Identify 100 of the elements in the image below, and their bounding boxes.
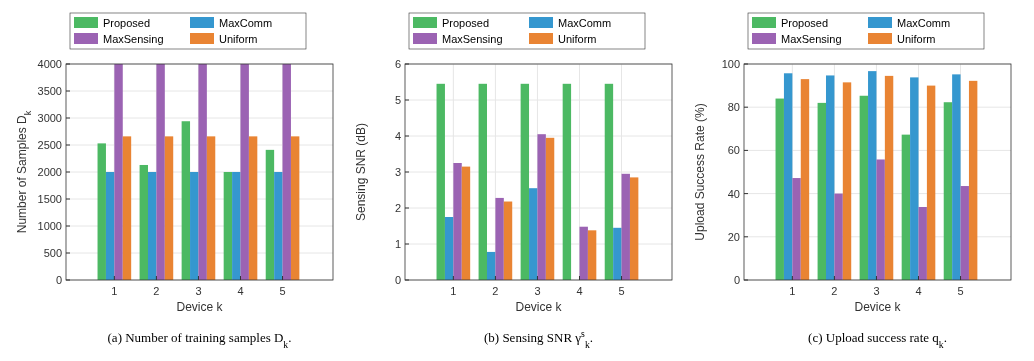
bar [859,95,869,280]
y-tick-label: 1500 [37,193,62,205]
legend-label: Uniform [558,33,597,45]
y-tick-label: 2000 [37,166,62,178]
bar [842,82,852,280]
bar [621,173,630,280]
x-tick-label: 1 [450,285,457,297]
bar [792,178,801,280]
bar [240,64,249,280]
legend-label: Proposed [103,17,151,29]
bar [817,102,826,280]
bar [495,197,504,280]
bar [520,83,530,280]
y-tick-label: 60 [727,144,740,157]
legend-label: Proposed [781,17,829,29]
x-tick-label: 4 [915,285,922,297]
bar [190,172,199,280]
legend-label: MaxSensing [103,33,164,45]
bar [775,98,784,280]
y-tick-label: 4000 [37,58,62,70]
legend-label: MaxComm [219,17,273,29]
bar [562,83,572,280]
bar [290,136,300,280]
bar [545,137,555,280]
legend-label: MaxComm [897,17,951,29]
bar [960,186,969,280]
x-tick-label: 2 [831,285,838,297]
legend-label: Uniform [219,33,258,45]
bar [952,74,961,280]
x-tick-label: 4 [576,285,583,297]
bar [876,159,885,280]
bar [868,71,877,280]
bar [181,121,191,280]
bar [147,172,157,280]
x-tick-label: 2 [153,285,160,297]
bar [968,80,978,280]
y-tick-label: 100 [721,58,740,70]
bar [122,136,132,280]
bar [206,136,216,280]
bar [156,64,165,280]
y-tick-label: 1000 [37,220,62,232]
y-tick-label: 5 [394,94,401,106]
bar [604,83,614,280]
bar [901,134,911,280]
y-tick-label: 0 [55,274,62,286]
bar [232,172,241,280]
y-tick-label: 6 [394,58,401,70]
y-tick-label: 0 [394,274,401,286]
bar [461,166,471,280]
bar [164,136,174,280]
bar [537,134,546,280]
legend-label: MaxSensing [442,33,503,45]
y-tick-label: 2500 [37,139,62,151]
bar [478,83,487,280]
x-tick-label: 5 [618,285,625,297]
bar [223,172,233,280]
x-axis-title: Device k [176,300,224,314]
bar [587,230,597,280]
bar [198,64,207,280]
bar [486,251,496,280]
y-tick-label: 40 [727,187,740,200]
x-tick-label: 1 [789,285,796,297]
y-tick-label: 3 [394,166,401,178]
legend-label: Uniform [897,33,936,45]
bar [529,188,538,280]
bar [444,217,454,280]
bar [926,85,936,280]
x-axis-title: Device k [854,300,902,314]
x-tick-label: 3 [534,285,541,297]
y-tick-label: 4 [394,130,401,142]
y-axis-title: Sensing SNR (dB) [354,122,368,222]
bar [943,102,953,280]
x-tick-label: 1 [111,285,118,297]
y-tick-label: 500 [43,247,62,259]
text: (a) Number of training samples D$_{k}$. [107,330,292,350]
x-axis-title: Device k [515,300,563,314]
bar [918,206,927,280]
bar [910,77,919,280]
x-tick-label: 4 [237,285,244,297]
y-axis-title: Upload Success Rate (%) [693,103,707,241]
bar [629,177,639,280]
bar [834,193,843,280]
legend-label: Proposed [442,17,490,29]
bar [265,149,275,280]
x-tick-label: 3 [195,285,202,297]
x-tick-label: 2 [492,285,499,297]
bar [800,79,810,280]
x-tick-label: 3 [873,285,880,297]
bar [105,172,115,280]
bar [884,75,894,280]
legend-label: MaxComm [558,17,612,29]
bar [453,163,462,280]
y-tick-label: 20 [727,230,740,243]
y-tick-label: 80 [727,101,740,114]
y-tick-label: 3500 [37,85,62,97]
bar [274,172,283,280]
y-tick-label: 0 [733,274,740,286]
bar [139,164,148,280]
bar [282,64,291,280]
bar [97,143,106,280]
